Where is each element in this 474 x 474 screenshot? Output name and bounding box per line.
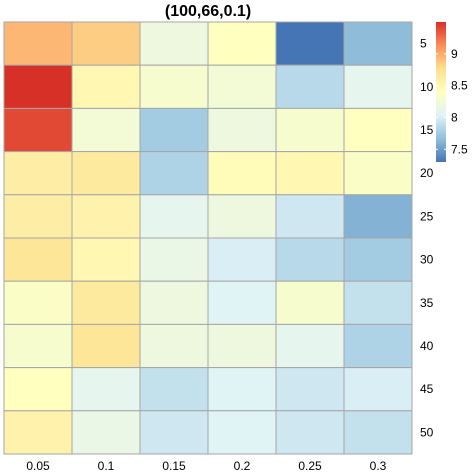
heatmap-cell-r25-c0.25 [275, 194, 345, 239]
heatmap-cell-r15-c0.2 [207, 107, 277, 153]
colorbar-gradient [436, 22, 446, 162]
heatmap-cell-r25-c0.15 [139, 194, 209, 239]
heatmap-cell-r45-c0.15 [139, 367, 209, 412]
heatmap-cell-r50-c0.15 [139, 410, 209, 455]
y-tick-label: 50 [420, 425, 434, 439]
heatmap-cell-r10-c0.2 [207, 64, 277, 109]
heatmap-cell-r15-c0.25 [275, 107, 345, 153]
heatmap-cell-r45-c0.05 [3, 367, 73, 412]
chart-title: (100,66,0.1) [165, 3, 251, 20]
heatmap-cell-r10-c0.15 [139, 64, 209, 109]
colorbar: 7.5 8 8.5 9 [436, 22, 468, 162]
heatmap-cell-r50-c0.25 [275, 410, 345, 455]
heatmap-cell-r15-c0.3 [343, 107, 413, 153]
heatmap-cell-r20-c0.3 [343, 151, 413, 196]
y-tick-label: 40 [420, 339, 434, 353]
heatmap-cell-r40-c0.3 [343, 323, 413, 369]
heatmap-cell-r5-c0.2 [207, 21, 277, 66]
heatmap-cell-r40-c0.05 [3, 323, 73, 369]
y-tick-label: 30 [420, 253, 434, 267]
heatmap-cell-r15-c0.1 [71, 107, 141, 153]
y-tick-label: 45 [420, 382, 434, 396]
heatmap-cell-r45-c0.2 [207, 367, 277, 412]
heatmap-cell-r30-c0.25 [275, 237, 345, 282]
heatmap-cell-r20-c0.05 [3, 151, 73, 196]
colorbar-tick-label: 8 [451, 110, 458, 124]
heatmap-cell-r20-c0.25 [275, 151, 345, 196]
colorbar-tick-label: 9 [451, 47, 458, 61]
heatmap-cell-r40-c0.25 [275, 323, 345, 369]
heatmap-cell-r40-c0.2 [207, 323, 277, 369]
heatmap-cells [3, 21, 413, 455]
heatmap-cell-r30-c0.05 [3, 237, 73, 282]
heatmap-cell-r45-c0.3 [343, 367, 413, 412]
x-tick-label: 0.1 [98, 459, 115, 473]
x-tick-label: 0.2 [234, 459, 251, 473]
y-tick-label: 10 [420, 80, 434, 94]
heatmap-cell-r35-c0.15 [139, 280, 209, 325]
heatmap-cell-r25-c0.05 [3, 194, 73, 239]
colorbar-ticks: 7.5 8 8.5 9 [436, 47, 468, 156]
heatmap-cell-r20-c0.1 [71, 151, 141, 196]
heatmap-cell-r15-c0.15 [139, 107, 209, 153]
heatmap-cell-r5-c0.15 [139, 21, 209, 66]
heatmap-cell-r30-c0.1 [71, 237, 141, 282]
heatmap-cell-r50-c0.2 [207, 410, 277, 455]
heatmap-cell-r5-c0.3 [343, 21, 413, 66]
heatmap-cell-r5-c0.05 [3, 21, 73, 66]
x-tick-label: 0.15 [162, 459, 186, 473]
heatmap-cell-r30-c0.15 [139, 237, 209, 282]
heatmap-cell-r5-c0.25 [275, 21, 345, 66]
heatmap-cell-r45-c0.1 [71, 367, 141, 412]
y-tick-label: 20 [420, 166, 434, 180]
colorbar-tick-label: 8.5 [451, 79, 468, 93]
y-tick-label: 25 [420, 209, 434, 223]
x-tick-labels: 0.05 0.1 0.15 0.2 0.25 0.3 [26, 459, 386, 473]
heatmap-cell-r35-c0.3 [343, 280, 413, 325]
heatmap-cell-r35-c0.2 [207, 280, 277, 325]
heatmap-cell-r25-c0.1 [71, 194, 141, 239]
heatmap-cell-r30-c0.3 [343, 237, 413, 282]
x-tick-label: 0.25 [298, 459, 322, 473]
heatmap-cell-r50-c0.1 [71, 410, 141, 455]
x-tick-label: 0.3 [370, 459, 387, 473]
heatmap-cell-r35-c0.05 [3, 280, 73, 325]
heatmap-cell-r15-c0.05 [3, 107, 73, 153]
heatmap-cell-r30-c0.2 [207, 237, 277, 282]
y-tick-label: 15 [420, 123, 434, 137]
y-tick-label: 5 [420, 37, 427, 51]
heatmap-cell-r10-c0.3 [343, 64, 413, 109]
heatmap-cell-r50-c0.05 [3, 410, 73, 455]
heatmap-cell-r25-c0.2 [207, 194, 277, 239]
heatmap-cell-r10-c0.25 [275, 64, 345, 109]
heatmap-cell-r5-c0.1 [71, 21, 141, 66]
x-tick-label: 0.05 [26, 459, 50, 473]
heatmap-cell-r35-c0.1 [71, 280, 141, 325]
heatmap-cell-r45-c0.25 [275, 367, 345, 412]
heatmap-cell-r10-c0.05 [3, 64, 73, 109]
heatmap-cell-r20-c0.15 [139, 151, 209, 196]
heatmap-cell-r35-c0.25 [275, 280, 345, 325]
heatmap-cell-r40-c0.15 [139, 323, 209, 369]
y-tick-labels: 5 10 15 20 25 30 35 40 45 50 [420, 37, 434, 440]
heatmap-cell-r25-c0.3 [343, 194, 413, 239]
colorbar-tick-label: 7.5 [451, 142, 468, 156]
y-tick-label: 35 [420, 296, 434, 310]
heatmap-cell-r40-c0.1 [71, 323, 141, 369]
heatmap-cell-r20-c0.2 [207, 151, 277, 196]
heatmap-cell-r10-c0.1 [71, 64, 141, 109]
heatmap-cell-r50-c0.3 [343, 410, 413, 455]
